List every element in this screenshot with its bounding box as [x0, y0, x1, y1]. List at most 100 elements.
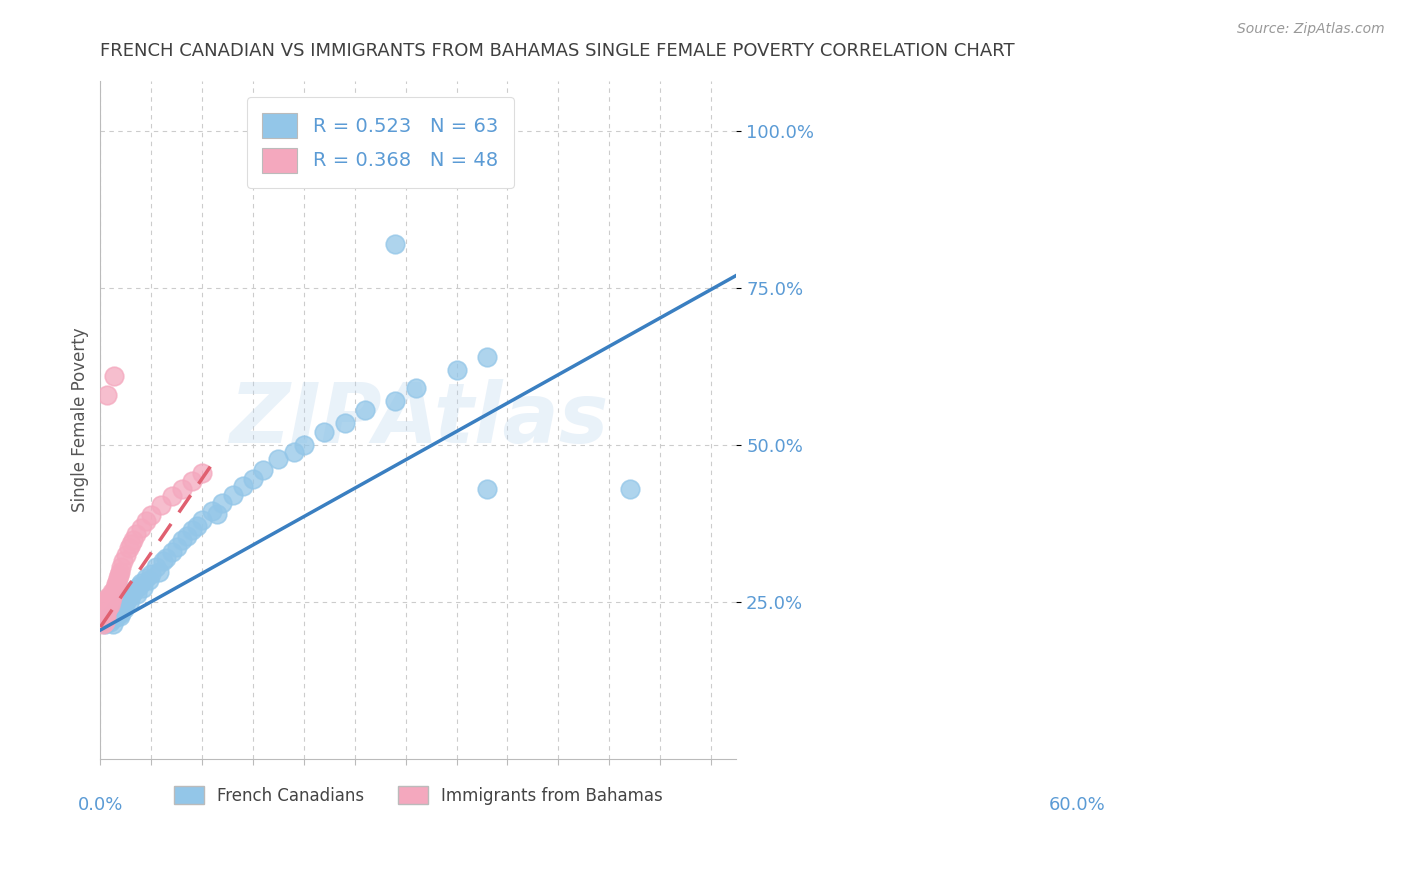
- Point: [110, 601, 132, 615]
- Point: [141, 508, 163, 523]
- Point: [252, 463, 274, 477]
- Point: [96, 599, 118, 614]
- Point: [96, 614, 118, 628]
- Point: [283, 445, 305, 459]
- Point: [100, 608, 122, 623]
- Point: [354, 403, 377, 417]
- Point: [100, 585, 122, 599]
- Point: [191, 513, 214, 527]
- Point: [155, 550, 177, 565]
- Point: [148, 565, 170, 579]
- Point: [138, 573, 160, 587]
- Point: [160, 544, 183, 558]
- Point: [107, 604, 129, 618]
- Point: [292, 438, 315, 452]
- Point: [103, 610, 125, 624]
- Point: [100, 607, 122, 622]
- Point: [97, 596, 120, 610]
- Point: [475, 482, 498, 496]
- Point: [181, 523, 204, 537]
- Point: [166, 540, 188, 554]
- Point: [97, 601, 120, 615]
- Point: [94, 610, 117, 624]
- Point: [96, 591, 118, 606]
- Point: [333, 416, 356, 430]
- Point: [104, 606, 127, 620]
- Point: [475, 350, 498, 364]
- Point: [120, 537, 142, 551]
- Point: [132, 581, 155, 595]
- Point: [181, 475, 204, 489]
- Point: [101, 616, 124, 631]
- Point: [232, 478, 254, 492]
- Point: [314, 425, 336, 440]
- Point: [405, 381, 427, 395]
- Point: [93, 607, 115, 622]
- Point: [104, 602, 127, 616]
- Point: [100, 593, 122, 607]
- Point: [207, 507, 229, 521]
- Point: [384, 393, 406, 408]
- Point: [221, 488, 243, 502]
- Point: [112, 602, 135, 616]
- Point: [141, 566, 163, 581]
- Point: [242, 472, 264, 486]
- Point: [103, 368, 125, 383]
- Point: [124, 582, 146, 597]
- Text: Source: ZipAtlas.com: Source: ZipAtlas.com: [1237, 22, 1385, 37]
- Point: [108, 565, 131, 579]
- Point: [93, 612, 115, 626]
- Point: [118, 541, 141, 556]
- Point: [446, 362, 468, 376]
- Point: [186, 519, 208, 533]
- Point: [122, 533, 145, 548]
- Point: [111, 598, 134, 612]
- Point: [170, 533, 193, 548]
- Point: [105, 608, 128, 623]
- Point: [129, 521, 152, 535]
- Text: ZIPAtlas: ZIPAtlas: [229, 379, 607, 460]
- Point: [128, 579, 150, 593]
- Point: [98, 591, 121, 606]
- Point: [107, 599, 129, 614]
- Point: [118, 596, 141, 610]
- Point: [110, 606, 132, 620]
- Point: [120, 589, 142, 603]
- Point: [619, 482, 641, 496]
- Point: [267, 451, 290, 466]
- Point: [100, 590, 122, 604]
- Point: [110, 560, 132, 574]
- Point: [384, 237, 406, 252]
- Point: [98, 615, 121, 629]
- Point: [114, 548, 136, 562]
- Point: [170, 482, 193, 496]
- Point: [96, 387, 118, 401]
- Point: [94, 606, 117, 620]
- Point: [94, 615, 117, 629]
- Point: [176, 529, 198, 543]
- Point: [108, 608, 131, 623]
- Legend: French Canadians, Immigrants from Bahamas: French Canadians, Immigrants from Bahama…: [167, 780, 669, 812]
- Point: [125, 587, 148, 601]
- Point: [150, 498, 173, 512]
- Point: [103, 583, 125, 598]
- Point: [114, 595, 136, 609]
- Point: [111, 554, 134, 568]
- Point: [101, 587, 124, 601]
- Point: [94, 616, 117, 631]
- Text: FRENCH CANADIAN VS IMMIGRANTS FROM BAHAMAS SINGLE FEMALE POVERTY CORRELATION CHA: FRENCH CANADIAN VS IMMIGRANTS FROM BAHAM…: [100, 42, 1015, 60]
- Point: [125, 527, 148, 541]
- Point: [201, 504, 224, 518]
- Point: [96, 598, 118, 612]
- Point: [145, 560, 167, 574]
- Point: [104, 577, 127, 591]
- Point: [191, 466, 214, 480]
- Point: [152, 554, 174, 568]
- Point: [97, 590, 120, 604]
- Point: [100, 589, 122, 603]
- Point: [93, 616, 115, 631]
- Point: [135, 571, 157, 585]
- Point: [122, 585, 145, 599]
- Point: [135, 515, 157, 529]
- Point: [96, 604, 118, 618]
